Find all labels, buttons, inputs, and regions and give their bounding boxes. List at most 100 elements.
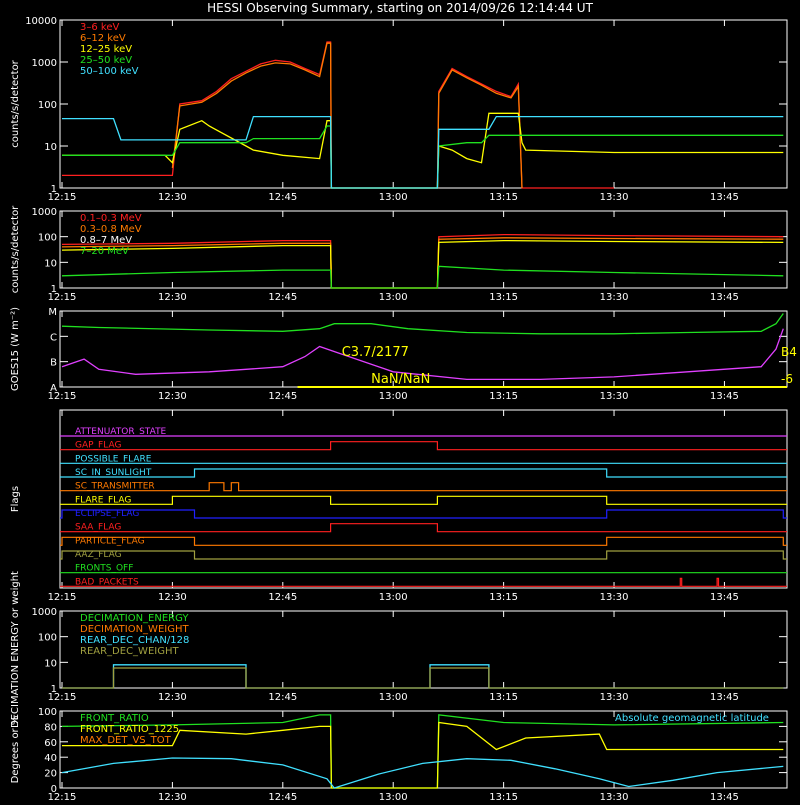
y-tick-label: C (50, 332, 57, 343)
legend-entry: REAR_DEC_CHAN/128 (80, 635, 189, 646)
flag-trace (60, 577, 787, 587)
y-tick-label: B (50, 358, 57, 369)
x-tick-label: 12:45 (268, 391, 297, 402)
x-tick-label: 12:45 (268, 792, 297, 800)
series-line-50-100-kev (62, 115, 784, 189)
x-tick-label: 12:45 (268, 292, 297, 303)
y-tick-label: 1000 (32, 207, 57, 218)
plot-title: HESSI Observing Summary, starting on 201… (207, 1, 593, 15)
legend-entry: REAR_DEC_WEIGHT (80, 646, 179, 657)
x-tick-label: 12:30 (158, 792, 187, 800)
series-line-absolute-geomagnetic-latitude (61, 757, 784, 789)
x-tick-label: 13:00 (379, 592, 408, 603)
legend-entry: FRONT_RATIO_1225 (80, 724, 179, 735)
x-tick-label: 13:15 (489, 592, 518, 603)
flag-label: POSSIBLE_FLARE (75, 454, 152, 464)
series-line-6-12-kev (171, 42, 523, 189)
x-tick-label: 13:45 (710, 592, 739, 603)
x-tick-label: 13:00 (379, 792, 408, 800)
x-tick-label: 12:45 (268, 592, 297, 603)
flag-label: FRONTS_OFF (75, 564, 133, 574)
x-tick-label: 13:30 (600, 292, 629, 303)
y-tick-label: 10 (44, 142, 57, 153)
panel-frame (59, 409, 788, 589)
panel-decimation (59, 610, 788, 689)
y-tick-label: 60 (44, 738, 57, 749)
chart-annotation: C3.7/2177 (342, 345, 409, 360)
flag-label: PARTICLE_FLAG (75, 536, 145, 546)
flag-label: AAZ_FLAG (75, 550, 122, 560)
legend-entry: 0.1–0.3 MeV (80, 213, 142, 224)
y-axis-label: DECIMATION ENERGY or weight (10, 571, 21, 728)
flag-trace (60, 482, 787, 492)
y-tick-label: 1 (51, 284, 57, 295)
flag-label: ATTENUATOR_STATE (75, 427, 167, 437)
y-axis-label: Flags (10, 486, 21, 512)
panel-ratio (59, 710, 788, 789)
y-axis-label: GOES15 (W m⁻²) (10, 307, 21, 391)
x-tick-label: 13:00 (379, 192, 408, 203)
panel-frame (59, 19, 788, 189)
x-tick-label: 12:30 (158, 592, 187, 603)
legend-entry: FRONT_RATIO (80, 713, 149, 724)
x-tick-label: 13:00 (379, 391, 408, 402)
x-tick-label: 13:45 (710, 391, 739, 402)
x-tick-label: 12:30 (158, 692, 187, 703)
x-tick-label: 12:30 (158, 391, 187, 402)
y-tick-label: 1000 (32, 58, 57, 69)
x-tick-label: 13:15 (489, 692, 518, 703)
series-line-0-3-0-8-mev (61, 237, 784, 289)
legend-entry: MAX_DET_VS_TOT (80, 735, 172, 746)
panel-goes (59, 310, 788, 388)
series-line-12-25-kev (62, 112, 784, 189)
y-tick-label: 80 (44, 722, 57, 733)
x-tick-label: 12:45 (268, 692, 297, 703)
x-tick-label: 12:15 (48, 292, 77, 303)
x-tick-label: 12:15 (48, 692, 77, 703)
x-tick-label: 13:30 (600, 192, 629, 203)
x-tick-label: 13:15 (489, 391, 518, 402)
x-tick-label: 13:45 (710, 192, 739, 203)
flag-trace (60, 523, 787, 533)
y-tick-label: 100 (38, 633, 57, 644)
x-tick-label: 12:30 (158, 192, 187, 203)
legend-entry: DECIMATION_ENERGY (80, 613, 189, 624)
flag-label: SAA_FLAG (75, 523, 121, 533)
legend-entry: 0.8–7 MeV (80, 235, 132, 246)
flag-trace (60, 495, 787, 505)
legend-entry: 7–20 MeV (80, 246, 129, 257)
panel-counts (59, 19, 788, 189)
series-line-goes-long (61, 313, 784, 335)
series-line-front-ratio-1225 (62, 721, 784, 789)
y-tick-label: A (50, 383, 57, 394)
flag-label: GAP_FLAG (75, 441, 121, 451)
y-tick-label: 10000 (25, 16, 57, 27)
y-tick-label: 1 (51, 184, 57, 195)
x-tick-label: 13:45 (710, 692, 739, 703)
x-tick-label: 12:30 (158, 292, 187, 303)
series-line-7-20-mev (61, 265, 784, 289)
series-line-25-50-kev (62, 125, 784, 189)
panel-frame (59, 210, 788, 289)
panel-flags (59, 409, 788, 589)
series-line-3-6-kev (62, 41, 614, 189)
x-tick-label: 13:15 (489, 792, 518, 800)
y-tick-label: 1 (51, 684, 57, 695)
panel-gamma (59, 210, 788, 289)
legend-entry: 3–6 keV (80, 22, 119, 33)
flag-label: FLARE_FLAG (75, 495, 131, 505)
flag-trace (60, 441, 787, 451)
x-tick-label: 13:30 (600, 792, 629, 800)
chart-annotation: -6 (781, 372, 793, 386)
chart-annotation: NaN/NaN (371, 372, 430, 387)
legend-entry: 12–25 keV (80, 44, 132, 55)
flag-label: SC_TRANSMITTER (75, 482, 155, 492)
y-tick-label: 40 (44, 753, 57, 764)
legend-entry: Absolute geomagnetic latitude (615, 713, 769, 724)
x-tick-label: 13:30 (600, 592, 629, 603)
legend-entry: 0.3–0.8 MeV (80, 224, 142, 235)
x-tick-label: 13:30 (600, 692, 629, 703)
y-axis-label: counts/s/detector (10, 205, 21, 293)
